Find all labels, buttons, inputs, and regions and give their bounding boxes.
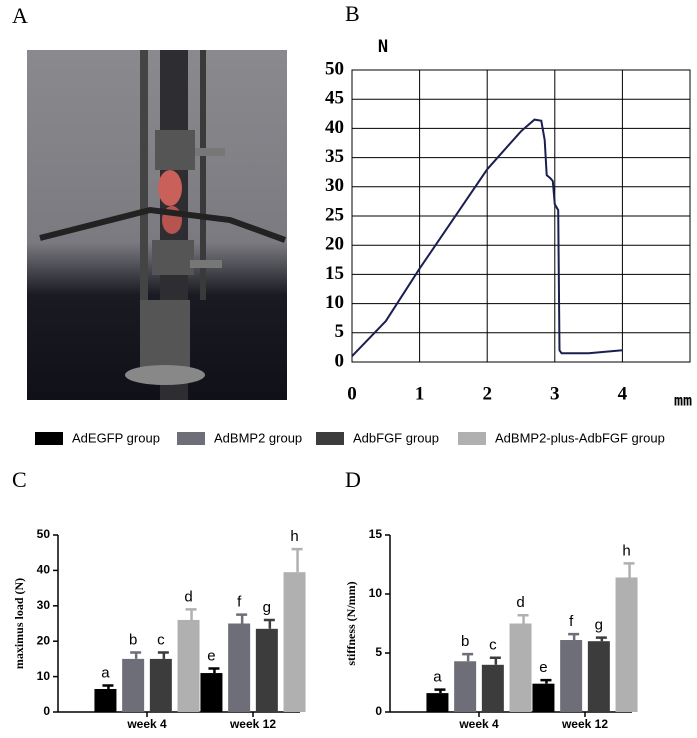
bar: [177, 619, 200, 712]
bar: [454, 661, 477, 712]
error-bar: [157, 651, 169, 659]
y-tick-label: 20: [37, 633, 51, 647]
bar: [94, 688, 117, 712]
error-bar: [540, 678, 552, 684]
bar: [509, 623, 532, 712]
legend-label: AdBMP2 group: [214, 430, 302, 445]
error-bar: [263, 618, 275, 629]
significance-label: e: [207, 647, 215, 664]
significance-label: g: [263, 599, 271, 616]
photo: [27, 50, 287, 400]
panel-label: A: [12, 3, 28, 28]
legend-swatch: [177, 432, 205, 445]
y-axis-label: maximus load (N): [12, 578, 26, 669]
x-tick-label: week 4: [126, 717, 167, 731]
error-bar: [568, 632, 580, 641]
bar: [615, 577, 638, 712]
x-tick-label: 3: [550, 383, 560, 404]
error-bar: [623, 562, 635, 578]
x-tick-label: 2: [482, 383, 492, 404]
error-bar: [434, 688, 446, 694]
y-tick-label: 40: [325, 117, 344, 138]
y-tick-label: 5: [375, 645, 382, 659]
legend-label: AdBMP2-plus-AdbFGF group: [495, 430, 665, 445]
y-tick-label: 50: [325, 58, 344, 79]
panel-label: B: [345, 1, 360, 26]
x-axis-label: mm: [674, 392, 692, 410]
y-tick-label: 40: [37, 563, 51, 577]
y-tick-label: 45: [325, 88, 344, 109]
y-tick-label: 5: [335, 321, 345, 342]
y-tick-label: 30: [37, 598, 51, 612]
significance-label: h: [290, 528, 298, 545]
y-tick-label: 25: [325, 204, 344, 225]
data-line: [351, 118, 623, 357]
legend-swatch: [316, 432, 344, 445]
legend-swatch: [35, 432, 63, 445]
bar: [532, 683, 555, 712]
error-bar: [185, 608, 197, 620]
y-tick-label: 50: [37, 527, 51, 541]
significance-label: g: [595, 617, 603, 634]
panel-label: C: [12, 467, 27, 492]
legend-label: AdbFGF group: [353, 430, 439, 445]
bar: [255, 628, 278, 712]
significance-label: e: [539, 659, 547, 676]
y-tick-label: 30: [325, 175, 344, 196]
y-axis-label: N: [378, 37, 388, 57]
legend-label: AdEGFP group: [72, 430, 160, 445]
y-tick-label: 15: [325, 263, 344, 284]
y-tick-label: 10: [37, 669, 51, 683]
error-bar: [208, 667, 220, 674]
significance-label: b: [129, 631, 137, 648]
x-tick-label: week 4: [458, 717, 499, 731]
bar: [200, 673, 223, 712]
error-bar: [489, 656, 501, 665]
x-tick-label: week 12: [561, 717, 608, 731]
bar: [481, 664, 504, 712]
bar: [560, 640, 583, 712]
error-bar: [517, 613, 529, 624]
error-bar: [102, 684, 114, 689]
y-tick-label: 10: [369, 586, 383, 600]
bar: [587, 641, 610, 712]
panel-label: D: [345, 467, 361, 492]
y-tick-label: 15: [369, 527, 383, 541]
significance-label: d: [184, 588, 192, 605]
bar: [149, 658, 172, 712]
y-axis-label: stiffness (N/mm): [344, 581, 358, 665]
significance-label: h: [622, 542, 630, 559]
error-bar: [291, 547, 303, 573]
significance-label: f: [569, 613, 574, 630]
error-bar: [130, 651, 142, 659]
significance-label: c: [157, 631, 165, 648]
significance-label: a: [101, 664, 110, 681]
significance-label: a: [433, 669, 442, 686]
x-tick-label: week 12: [229, 717, 276, 731]
x-tick-label: 4: [618, 383, 628, 404]
error-bar: [462, 652, 474, 662]
significance-label: f: [237, 594, 242, 611]
significance-label: d: [516, 594, 524, 611]
x-tick-label: 1: [415, 383, 425, 404]
y-tick-label: 20: [325, 234, 344, 255]
y-tick-label: 0: [43, 704, 50, 718]
significance-label: c: [489, 637, 497, 654]
bar: [122, 658, 145, 712]
legend-swatch: [458, 432, 486, 445]
bar: [228, 623, 251, 712]
y-tick-label: 35: [325, 146, 344, 167]
significance-label: b: [461, 633, 469, 650]
y-tick-label: 0: [335, 350, 345, 371]
error-bar: [236, 613, 248, 624]
error-bar: [595, 636, 607, 642]
y-tick-label: 0: [375, 704, 382, 718]
bar: [426, 693, 449, 712]
bar: [283, 572, 306, 712]
y-tick-label: 10: [325, 292, 344, 313]
x-tick-label: 0: [347, 383, 357, 404]
